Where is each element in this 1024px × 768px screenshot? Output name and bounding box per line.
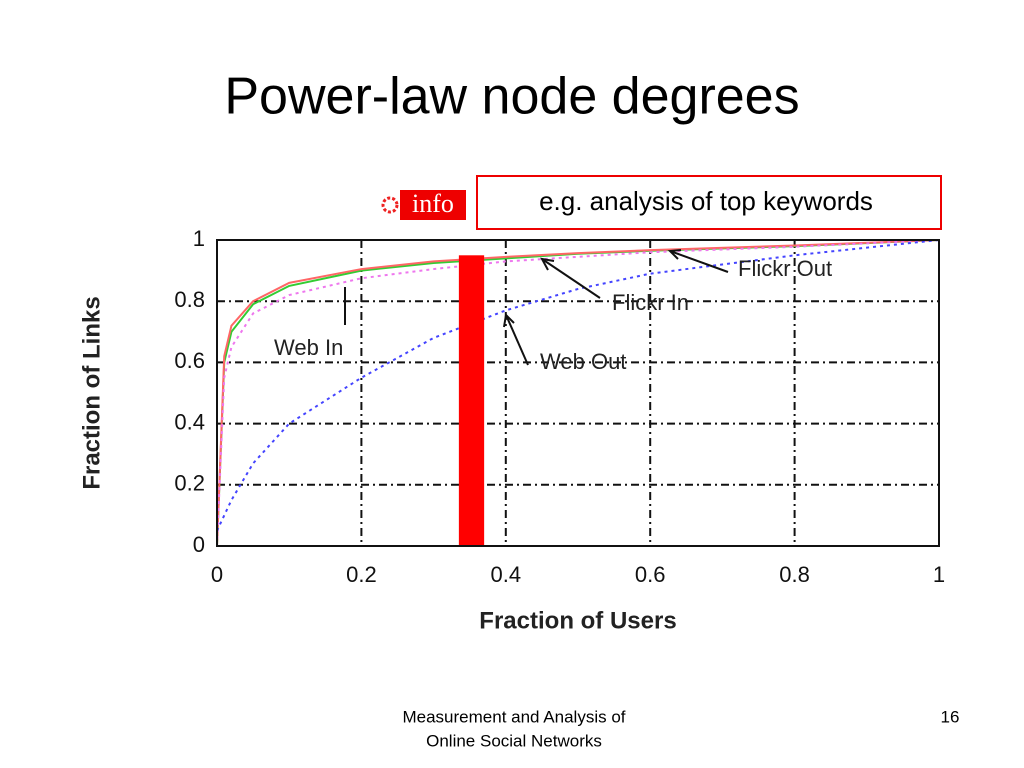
series-line [216, 239, 940, 547]
y-axis-label: Fraction of Links [78, 296, 105, 489]
x-tick-label: 0.6 [635, 562, 666, 587]
plot-frame [216, 239, 940, 547]
annotation-arrows [344, 249, 729, 366]
x-tick-label: 0.2 [346, 562, 377, 587]
x-tick-label: 0 [211, 562, 223, 587]
x-tick-label: 0.4 [491, 562, 522, 587]
annotation: Web Out [540, 349, 626, 374]
x-axis-label: Fraction of Users [479, 607, 676, 634]
annotation: Flickr In [612, 290, 689, 315]
badge [400, 190, 466, 220]
annotation: Web In [274, 335, 343, 360]
footer: Measurement and Analysis of [402, 707, 625, 726]
y-tick-label: 0.4 [174, 409, 205, 434]
callout-box [476, 175, 942, 230]
callout-text: e.g. analysis of top keywords [539, 186, 873, 216]
x-tick-label: 1 [933, 562, 945, 587]
badge-text: info [412, 189, 454, 218]
annotation: Flickr Out [738, 256, 832, 281]
x-tick-label: 0.8 [779, 562, 810, 587]
y-tick-label: 0.8 [174, 287, 205, 312]
y-tick-label: 0 [193, 532, 205, 557]
badge-icon [381, 196, 399, 214]
y-tick-label: 1 [193, 226, 205, 251]
slide-title: Power-law node degrees [224, 68, 799, 126]
y-tick-label: 0.2 [174, 471, 205, 496]
footer: Online Social Networks [426, 731, 602, 750]
highlight-bar [458, 255, 485, 547]
y-tick-label: 0.6 [174, 348, 205, 373]
page-number: 16 [941, 707, 960, 726]
plot-area [217, 240, 939, 546]
series-line [216, 239, 940, 532]
chart: 0 0.2 0.4 0.6 0.8 1 0 0.2 0.4 0.6 0.8 1 Fraction of … [78, 226, 945, 635]
